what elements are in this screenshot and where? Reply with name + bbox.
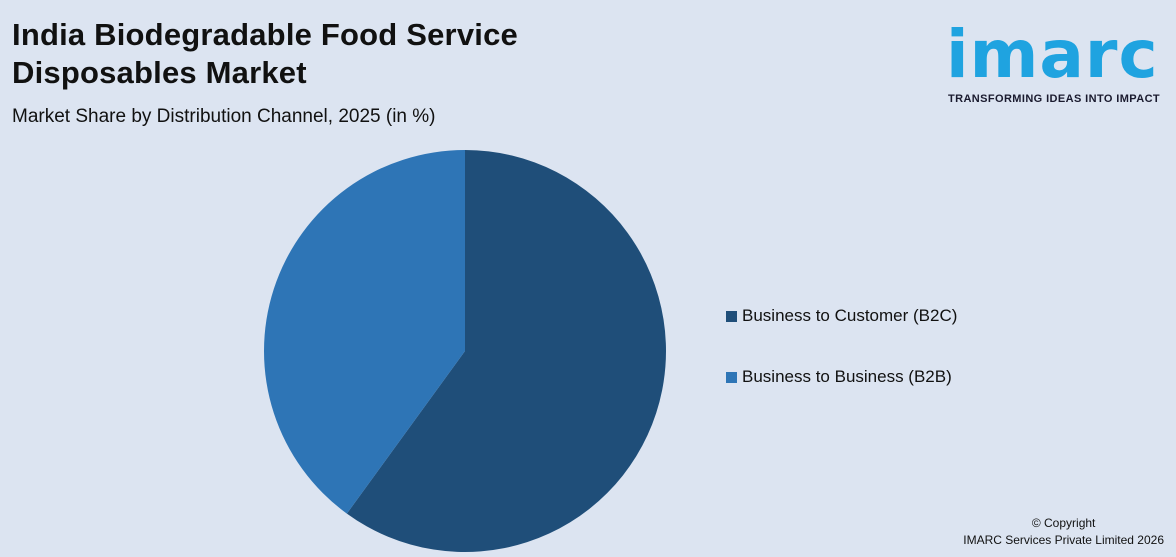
copyright-line1: © Copyright xyxy=(1031,516,1096,530)
chart-legend: Business to Customer (B2C) Business to B… xyxy=(726,305,957,427)
legend-label-b2b: Business to Business (B2B) xyxy=(742,367,952,386)
legend-item-b2c: Business to Customer (B2C) xyxy=(726,305,957,327)
legend-swatch-b2b xyxy=(726,371,737,383)
pie-slice-b2b xyxy=(264,150,465,514)
chart-title-line2: Disposables Market xyxy=(12,55,307,90)
legend-item-b2b: Business to Business (B2B) xyxy=(726,366,957,388)
pie-chart xyxy=(264,150,666,552)
imarc-logo: imarc TRANSFORMING IDEAS INTO IMPACT xyxy=(946,12,1170,108)
legend-label-b2c: Business to Customer (B2C) xyxy=(742,306,958,325)
pie-slice-b2c xyxy=(346,150,666,552)
logo-tagline: TRANSFORMING IDEAS INTO IMPACT xyxy=(948,93,1161,105)
chart-subtitle: Market Share by Distribution Channel, 20… xyxy=(12,106,436,127)
legend-swatch-b2c xyxy=(726,310,737,322)
copyright-line2: IMARC Services Private Limited 2026 xyxy=(963,533,1164,547)
chart-title: India Biodegradable Food Service Disposa… xyxy=(12,16,518,92)
copyright-notice: © Copyright IMARC Services Private Limit… xyxy=(963,515,1164,549)
chart-title-line1: India Biodegradable Food Service xyxy=(12,17,518,52)
logo-wordmark: imarc xyxy=(946,16,1159,93)
